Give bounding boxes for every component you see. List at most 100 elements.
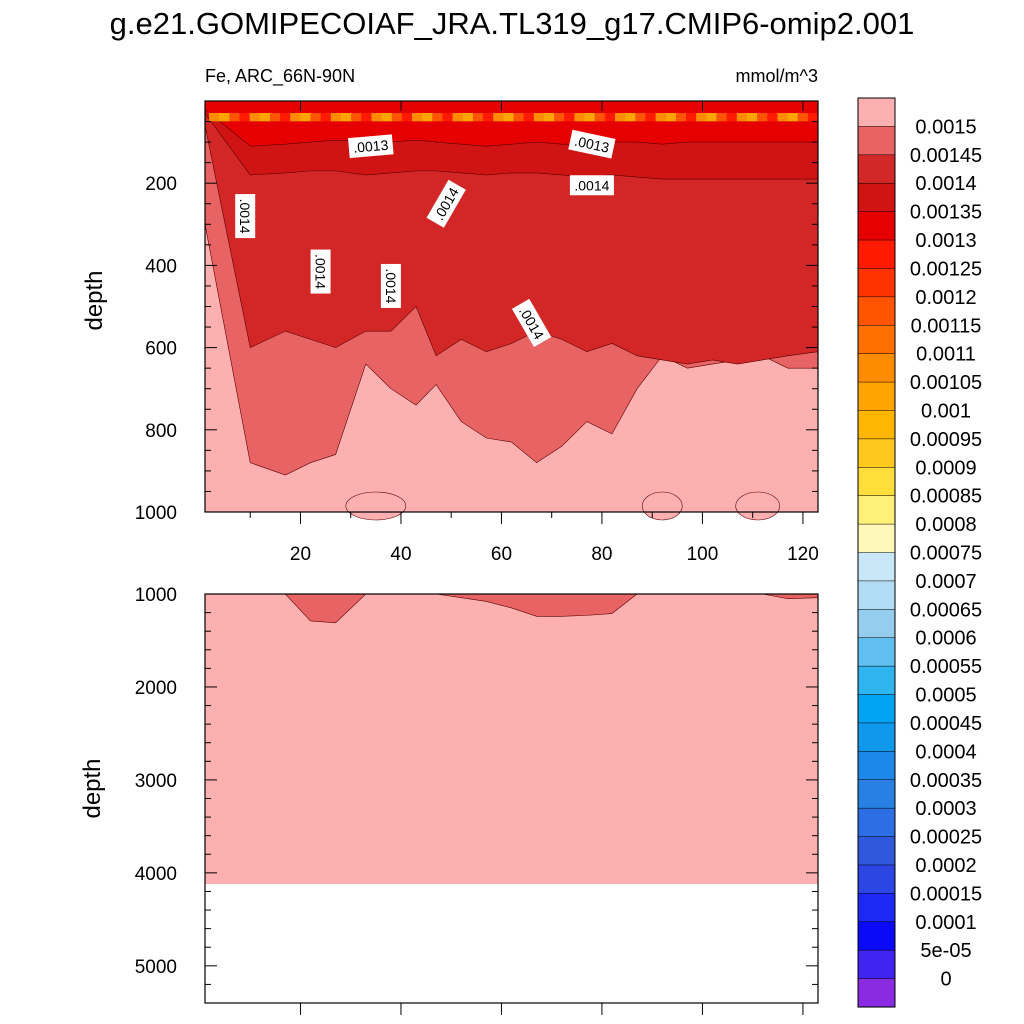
surface-cell bbox=[594, 113, 606, 122]
colorbar-swatch bbox=[857, 580, 896, 610]
colorbar-label: 0.0011 bbox=[916, 344, 976, 366]
surface-cell bbox=[330, 113, 342, 122]
surface-cell bbox=[615, 113, 626, 122]
colorbar-label: 0.0003 bbox=[915, 798, 976, 820]
lower-ylabel: depth bbox=[79, 758, 106, 818]
units-label: mmol/m^3 bbox=[736, 66, 818, 86]
surface-cell bbox=[493, 113, 504, 122]
contour-label-box bbox=[426, 179, 466, 228]
colorbar-swatch bbox=[857, 779, 896, 809]
surface-cell bbox=[381, 113, 393, 122]
upper-ylabel: depth bbox=[81, 270, 108, 330]
contour-label-text: .0013 bbox=[573, 133, 611, 156]
y-tick-label: 4000 bbox=[135, 864, 177, 885]
colorbar-label: 0.00055 bbox=[910, 656, 982, 678]
y-tick-label: 200 bbox=[145, 174, 177, 195]
y-tick-label: 400 bbox=[145, 256, 177, 277]
surface-cell bbox=[219, 113, 230, 122]
colorbar-swatch bbox=[857, 637, 896, 667]
contour-label-box bbox=[569, 175, 614, 196]
y-tick-label: 5000 bbox=[135, 957, 177, 978]
surface-cell bbox=[746, 113, 758, 122]
colorbar-label: 0.00115 bbox=[911, 315, 982, 337]
colorbar-swatch bbox=[857, 722, 896, 752]
colorbar-label: 0.0005 bbox=[915, 685, 976, 707]
surface-cell bbox=[472, 113, 484, 122]
colorbar-swatch bbox=[857, 97, 896, 127]
surface-cell bbox=[736, 113, 748, 122]
contour-label-box bbox=[348, 134, 394, 159]
colorbar-label: 0.00135 bbox=[910, 202, 982, 224]
surface-cell bbox=[767, 113, 778, 122]
surface-cell bbox=[300, 113, 311, 122]
x-tick-label: 120 bbox=[787, 544, 819, 565]
colorbar-label: 0.00105 bbox=[910, 372, 982, 394]
colorbar-label: 0.0002 bbox=[915, 855, 976, 877]
contour-label: .0014 bbox=[380, 263, 401, 308]
contour-label-text: .0013 bbox=[353, 137, 390, 156]
contour-label: .0014 bbox=[569, 175, 614, 196]
surface-cell bbox=[351, 113, 362, 122]
surface-cell bbox=[686, 113, 697, 122]
colorbar-label: 0.0013 bbox=[915, 230, 976, 252]
lower-panel: 1000 2000 3000 4000 5000 depth bbox=[79, 585, 819, 1015]
surface-cell bbox=[635, 113, 646, 122]
surface-cell bbox=[209, 113, 220, 122]
colorbar-swatch bbox=[857, 495, 896, 525]
colorbar-swatch bbox=[857, 296, 896, 326]
surface-cell bbox=[675, 113, 687, 122]
colorbar-swatch bbox=[857, 665, 896, 696]
y-tick-label: 1000 bbox=[135, 503, 177, 524]
contour-label-text: .0014 bbox=[574, 177, 609, 193]
x-tick-label: 80 bbox=[591, 544, 612, 565]
surface-cell bbox=[706, 113, 717, 122]
colorbar-label: 0.00125 bbox=[910, 258, 982, 280]
colorbar-swatch bbox=[857, 438, 896, 468]
surface-cell bbox=[371, 113, 383, 122]
surface-band bbox=[209, 113, 819, 122]
surface-cell bbox=[412, 113, 423, 122]
colorbar-label: 0.0012 bbox=[915, 287, 976, 309]
contour-label-box bbox=[511, 298, 552, 347]
y-tick-label: 1000 bbox=[135, 585, 177, 606]
surface-cell bbox=[442, 113, 454, 122]
surface-cell bbox=[320, 113, 332, 122]
variable-label: Fe, ARC_66N-90N bbox=[205, 66, 355, 87]
surface-cell bbox=[696, 113, 707, 122]
colorbar-swatch bbox=[857, 609, 896, 639]
surface-cell bbox=[361, 113, 372, 122]
deep-pocket-0.0015 bbox=[345, 491, 407, 521]
surface-cell bbox=[665, 113, 677, 122]
colorbar-swatch bbox=[857, 182, 896, 213]
colorbar-swatch bbox=[857, 154, 896, 184]
deep-pocket-0.0015 bbox=[735, 491, 781, 521]
colorbar-label: 0.0004 bbox=[915, 741, 976, 763]
colorbar-label: 0.0009 bbox=[915, 457, 976, 479]
colorbar-label: 0.00065 bbox=[910, 599, 982, 621]
surface-cell bbox=[462, 113, 474, 122]
colorbar-label: 0.00025 bbox=[910, 827, 982, 849]
colorbar-swatch bbox=[857, 978, 896, 1008]
surface-cell bbox=[503, 113, 514, 122]
surface-cell bbox=[604, 113, 616, 122]
surface-cell bbox=[269, 113, 281, 122]
contour-label: .0013 bbox=[348, 134, 394, 159]
y-tick-label: 3000 bbox=[135, 771, 177, 792]
contour-label-box bbox=[568, 129, 616, 159]
colorbar-label: 0.00015 bbox=[910, 883, 982, 905]
colorbar-swatch bbox=[857, 807, 896, 838]
colorbar-label: 0.0015 bbox=[915, 116, 976, 138]
surface-cell bbox=[513, 113, 525, 122]
colorbar-swatch bbox=[857, 239, 896, 269]
colorbar-swatch bbox=[857, 836, 896, 866]
colorbar-label: 0.00035 bbox=[910, 770, 982, 792]
x-tick-label: 100 bbox=[687, 544, 719, 565]
surface-cell bbox=[432, 113, 443, 122]
colorbar-label: 0.0006 bbox=[915, 628, 976, 650]
surface-cell bbox=[259, 113, 271, 122]
colorbar-label: 0.0008 bbox=[915, 514, 976, 536]
surface-cell bbox=[543, 113, 555, 122]
y-tick-label: 800 bbox=[145, 421, 177, 442]
figure-title: g.e21.GOMIPECOIAF_JRA.TL319_g17.CMIP6-om… bbox=[109, 6, 915, 41]
